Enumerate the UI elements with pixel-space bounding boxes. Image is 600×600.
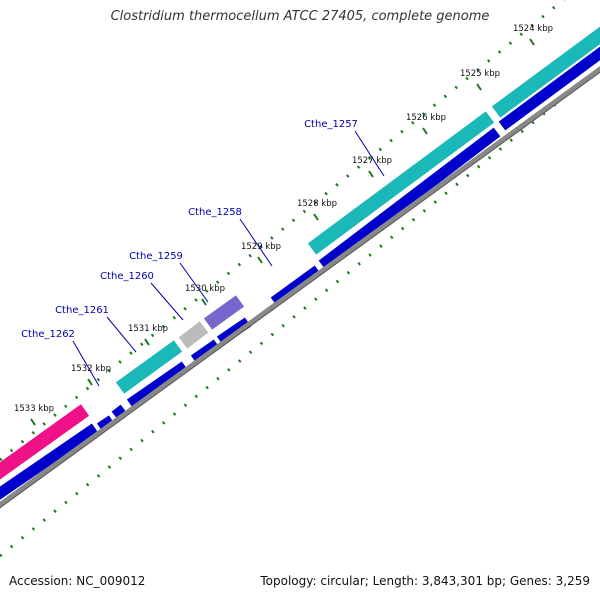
cds-arrow[interactable] <box>190 339 221 365</box>
scale-ticks: 1524 kbp 1525 kbp 1526 kbp 1527 kbp 1528 kbp… <box>14 24 553 426</box>
cds-arrow[interactable] <box>270 265 322 307</box>
gene-label[interactable]: Cthe_1261 <box>55 305 109 316</box>
gene-bar[interactable] <box>178 321 209 349</box>
gene-label[interactable]: Cthe_1260 <box>100 271 154 282</box>
scale-tick-label: 1533 kbp <box>14 404 54 414</box>
topology-label: Topology: circular; Length: 3,843,301 bp… <box>260 574 590 588</box>
outer-guide-ring <box>0 0 566 462</box>
scale-tick-mark <box>257 256 263 264</box>
scale-tick-mark <box>313 213 319 221</box>
scale-tick-label: 1530 kbp <box>185 284 225 294</box>
gene-bar[interactable] <box>0 404 90 480</box>
gene-labels: Cthe_1257 Cthe_1258 Cthe_1259 Cthe_1260 Cthe… <box>21 119 385 387</box>
gene-label[interactable]: Cthe_1257 <box>304 119 358 130</box>
gene-bar[interactable] <box>491 26 600 118</box>
gene-bar[interactable] <box>115 340 183 394</box>
genome-backbone <box>0 66 600 508</box>
gene-bar[interactable] <box>203 295 245 330</box>
scale-tick-mark <box>30 418 36 426</box>
scale-tick-mark <box>529 38 535 46</box>
gene-label-leader <box>354 130 385 177</box>
scale-tick-mark <box>144 338 150 346</box>
gene-track <box>0 26 600 480</box>
cds-arrow[interactable] <box>96 415 116 433</box>
cds-arrow[interactable] <box>498 46 600 131</box>
scale-tick-label: 1527 kbp <box>352 156 392 166</box>
gene-label[interactable]: Cthe_1258 <box>188 207 242 218</box>
scale-tick-mark <box>476 83 482 91</box>
scale-tick-mark <box>422 127 428 135</box>
map-title: Clostridium thermocellum ATCC 27405, com… <box>110 9 490 24</box>
scale-tick-label: 1529 kbp <box>241 242 281 252</box>
gene-label-leader <box>150 282 184 321</box>
scale-tick-mark <box>201 298 207 306</box>
cds-arrow[interactable] <box>111 404 128 421</box>
scale-tick-label: 1531 kbp <box>128 324 168 334</box>
scale-tick-mark <box>87 378 93 386</box>
cds-arrow[interactable] <box>126 361 189 409</box>
cds-arrow[interactable] <box>0 423 99 500</box>
scale-tick-mark <box>368 170 374 178</box>
scale-tick-label: 1525 kbp <box>460 69 500 79</box>
gene-label-leader <box>72 340 100 387</box>
gene-label-leader <box>179 262 209 303</box>
cds-track <box>0 46 600 500</box>
accession-label: Accession: NC_009012 <box>9 574 146 588</box>
gene-label[interactable]: Cthe_1262 <box>21 329 75 340</box>
gene-label-leader <box>106 316 137 353</box>
scale-tick-label: 1524 kbp <box>513 24 553 34</box>
gene-label-leader <box>239 218 273 267</box>
gene-label[interactable]: Cthe_1259 <box>129 251 183 262</box>
scale-tick-label: 1532 kbp <box>71 364 111 374</box>
inner-guide-ring <box>0 66 600 558</box>
scale-tick-label: 1528 kbp <box>297 199 337 209</box>
gene-bar[interactable] <box>307 111 495 255</box>
genome-backbone-shadow <box>0 71 600 509</box>
cds-arrow[interactable] <box>318 127 501 270</box>
scale-tick-label: 1526 kbp <box>406 113 446 123</box>
